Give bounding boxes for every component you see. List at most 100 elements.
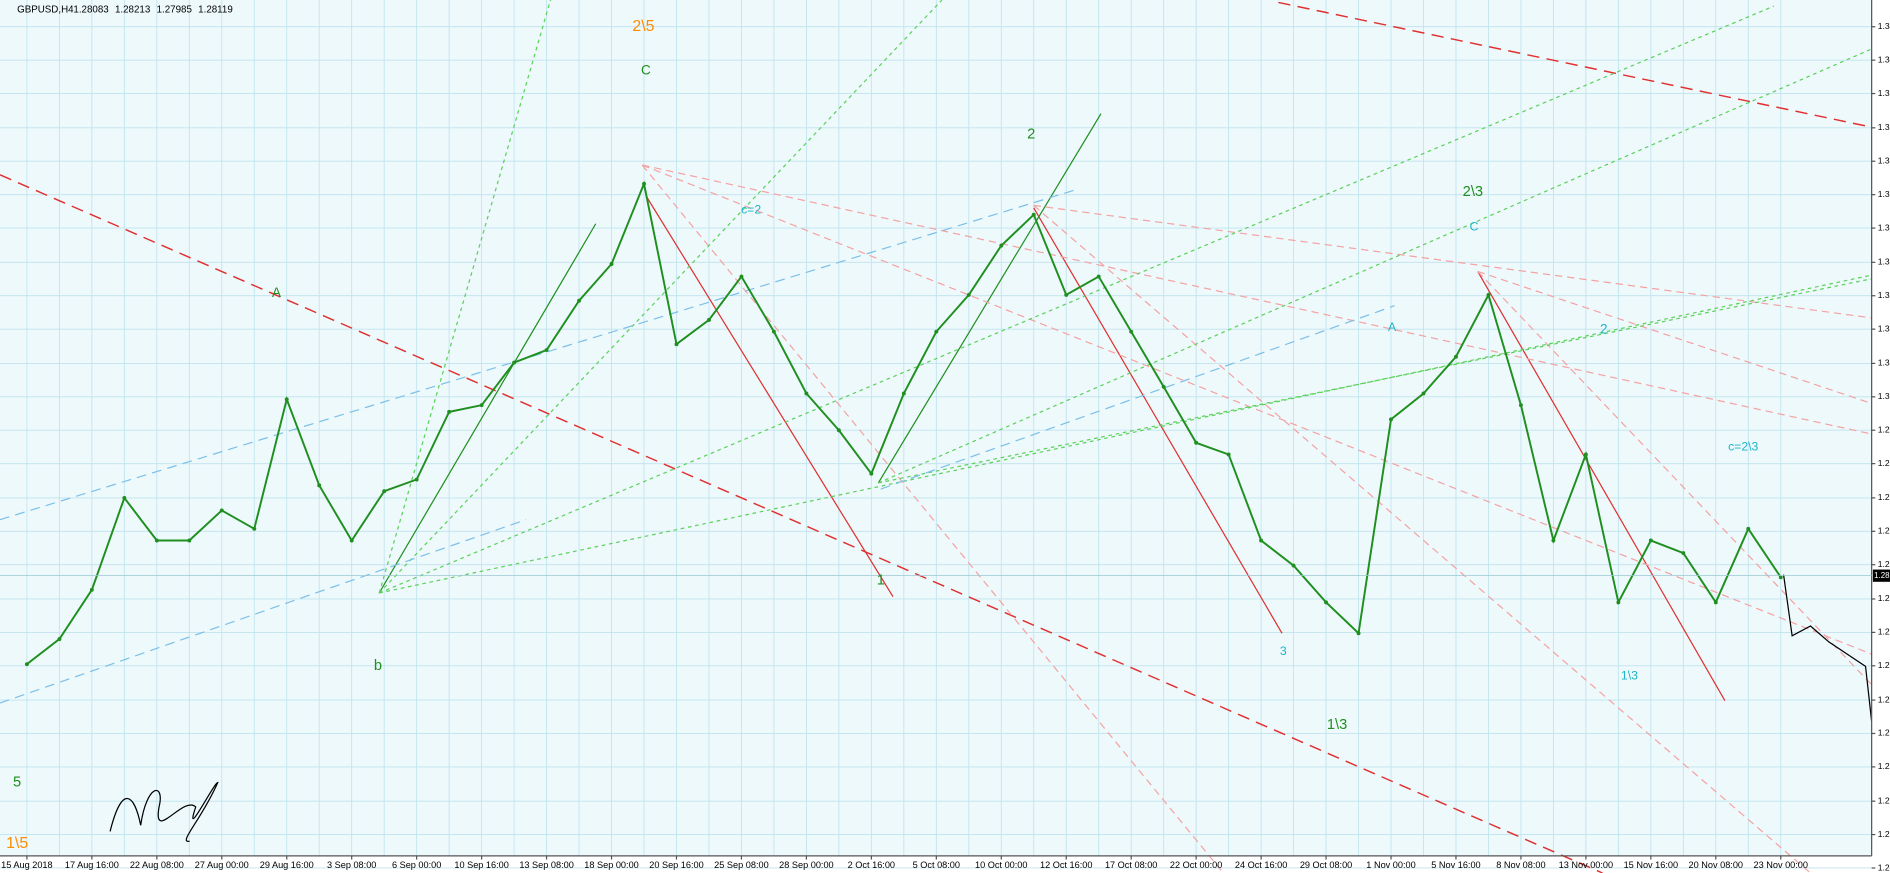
price-point bbox=[609, 262, 614, 266]
chart-title: GBPUSD,H4 bbox=[17, 4, 74, 15]
x-tick-label: 1 Nov 00:00 bbox=[1366, 860, 1415, 870]
wave-label: 3 bbox=[1280, 644, 1287, 658]
fan-line bbox=[379, 274, 1872, 594]
y-tick-label: 1.27040 bbox=[1878, 660, 1890, 670]
price-point bbox=[1713, 600, 1718, 605]
trend-line bbox=[1278, 1, 1872, 128]
y-tick-label: 1.24620 bbox=[1878, 862, 1890, 872]
price-point bbox=[869, 471, 874, 476]
price-point bbox=[771, 329, 776, 334]
price-point bbox=[1356, 631, 1361, 636]
fan-line bbox=[1477, 271, 1873, 686]
x-tick-label: 10 Oct 00:00 bbox=[975, 860, 1027, 870]
ohlc: 1.28083 1.28213 1.27985 1.28119 bbox=[73, 4, 232, 15]
y-tick-label: 1.30660 bbox=[1878, 358, 1890, 368]
price-point bbox=[1583, 452, 1588, 457]
wave-label: 2\5 bbox=[632, 18, 654, 35]
plot-area bbox=[0, 0, 1872, 856]
price-point bbox=[1389, 417, 1393, 422]
price-point bbox=[1226, 452, 1231, 457]
signature bbox=[109, 781, 219, 842]
y-tick-label: 1.29460 bbox=[1878, 458, 1890, 468]
price-point bbox=[349, 538, 354, 543]
price-point bbox=[382, 489, 387, 494]
price-point bbox=[1648, 538, 1653, 543]
x-tick-label: 8 Nov 08:00 bbox=[1496, 860, 1545, 870]
wave-label: 1 bbox=[877, 573, 885, 589]
trend-line bbox=[1033, 207, 1283, 634]
price-point bbox=[707, 318, 711, 322]
price-point bbox=[1746, 526, 1751, 531]
price-point bbox=[1486, 292, 1491, 297]
y-tick-label: 1.34290 bbox=[1878, 54, 1890, 64]
y-tick-label: 1.25420 bbox=[1878, 795, 1890, 805]
price-point bbox=[122, 495, 127, 500]
wave-label: c=2\3 bbox=[1728, 440, 1758, 454]
ohlc-value: 1.28119 bbox=[198, 4, 233, 15]
price-point bbox=[252, 526, 257, 531]
fan-line bbox=[642, 164, 1872, 435]
price-point bbox=[154, 538, 159, 543]
x-tick-label: 20 Sep 16:00 bbox=[649, 860, 703, 870]
price-point bbox=[544, 348, 549, 352]
y-tick-label: 1.30260 bbox=[1878, 391, 1890, 401]
fan-line bbox=[1033, 204, 1872, 319]
y-tick-label: 1.34690 bbox=[1878, 21, 1890, 31]
price-point bbox=[1096, 274, 1101, 279]
x-tick-label: 17 Oct 08:00 bbox=[1105, 860, 1157, 870]
price-point bbox=[1324, 600, 1329, 605]
price-point bbox=[89, 587, 94, 592]
x-tick-label: 29 Oct 08:00 bbox=[1300, 860, 1352, 870]
price-point bbox=[1291, 563, 1296, 568]
price-point bbox=[447, 409, 452, 414]
y-tick-label: 1.26230 bbox=[1878, 728, 1890, 738]
x-tick-label: 5 Nov 16:00 bbox=[1431, 860, 1480, 870]
x-tick-label: 2 Oct 16:00 bbox=[848, 860, 895, 870]
price-point bbox=[934, 329, 939, 334]
fan-line bbox=[642, 164, 1872, 655]
x-tick-label: 13 Nov 00:00 bbox=[1559, 860, 1613, 870]
fan-line bbox=[1477, 270, 1872, 405]
current-price-box bbox=[1872, 569, 1890, 582]
price-point bbox=[1421, 391, 1426, 396]
price-point bbox=[901, 391, 906, 396]
price-point bbox=[1454, 354, 1458, 359]
wave-label: A bbox=[272, 285, 281, 300]
price-point bbox=[187, 538, 192, 543]
fan-line bbox=[378, 5, 1775, 594]
x-tick-label: 17 Aug 16:00 bbox=[65, 860, 119, 870]
x-tick-label: 10 Sep 16:00 bbox=[454, 860, 508, 870]
ohlc-value: 1.28213 bbox=[115, 4, 150, 15]
x-tick-label: 15 Nov 16:00 bbox=[1624, 860, 1678, 870]
channel-line bbox=[0, 188, 1077, 521]
price-point bbox=[1518, 403, 1523, 408]
price-axis bbox=[1871, 0, 1890, 873]
price-point bbox=[966, 292, 971, 297]
y-tick-label: 1.33480 bbox=[1878, 122, 1890, 132]
y-tick-label: 1.27440 bbox=[1878, 627, 1890, 637]
trend-line bbox=[645, 195, 894, 597]
price-point bbox=[57, 637, 62, 642]
price-point bbox=[674, 342, 679, 347]
trend-line bbox=[877, 113, 1102, 484]
wave-label: c=2 bbox=[741, 203, 761, 217]
y-tick-label: 1.25020 bbox=[1878, 829, 1890, 839]
y-tick-label: 1.31470 bbox=[1878, 290, 1890, 300]
series bbox=[24, 180, 1783, 667]
wave-label: 2 bbox=[1600, 322, 1607, 337]
price-point bbox=[836, 428, 841, 433]
x-tick-label: 23 Nov 00:00 bbox=[1754, 860, 1808, 870]
y-tick-label: 1.31870 bbox=[1878, 257, 1890, 267]
wave-label: C bbox=[641, 62, 651, 77]
x-tick-label: 27 Aug 00:00 bbox=[195, 860, 249, 870]
x-tick-label: 25 Sep 08:00 bbox=[714, 860, 768, 870]
wave-label: 5 bbox=[13, 774, 21, 790]
ohlc-value: 1.28083 bbox=[73, 4, 108, 15]
ohlc-value: 1.27985 bbox=[157, 4, 193, 15]
y-tick-label: 1.29050 bbox=[1878, 492, 1890, 502]
x-tick-label: 28 Sep 00:00 bbox=[779, 860, 833, 870]
x-tick-label: 3 Sep 08:00 bbox=[327, 860, 376, 870]
wave-label: 1\5 bbox=[6, 835, 28, 852]
